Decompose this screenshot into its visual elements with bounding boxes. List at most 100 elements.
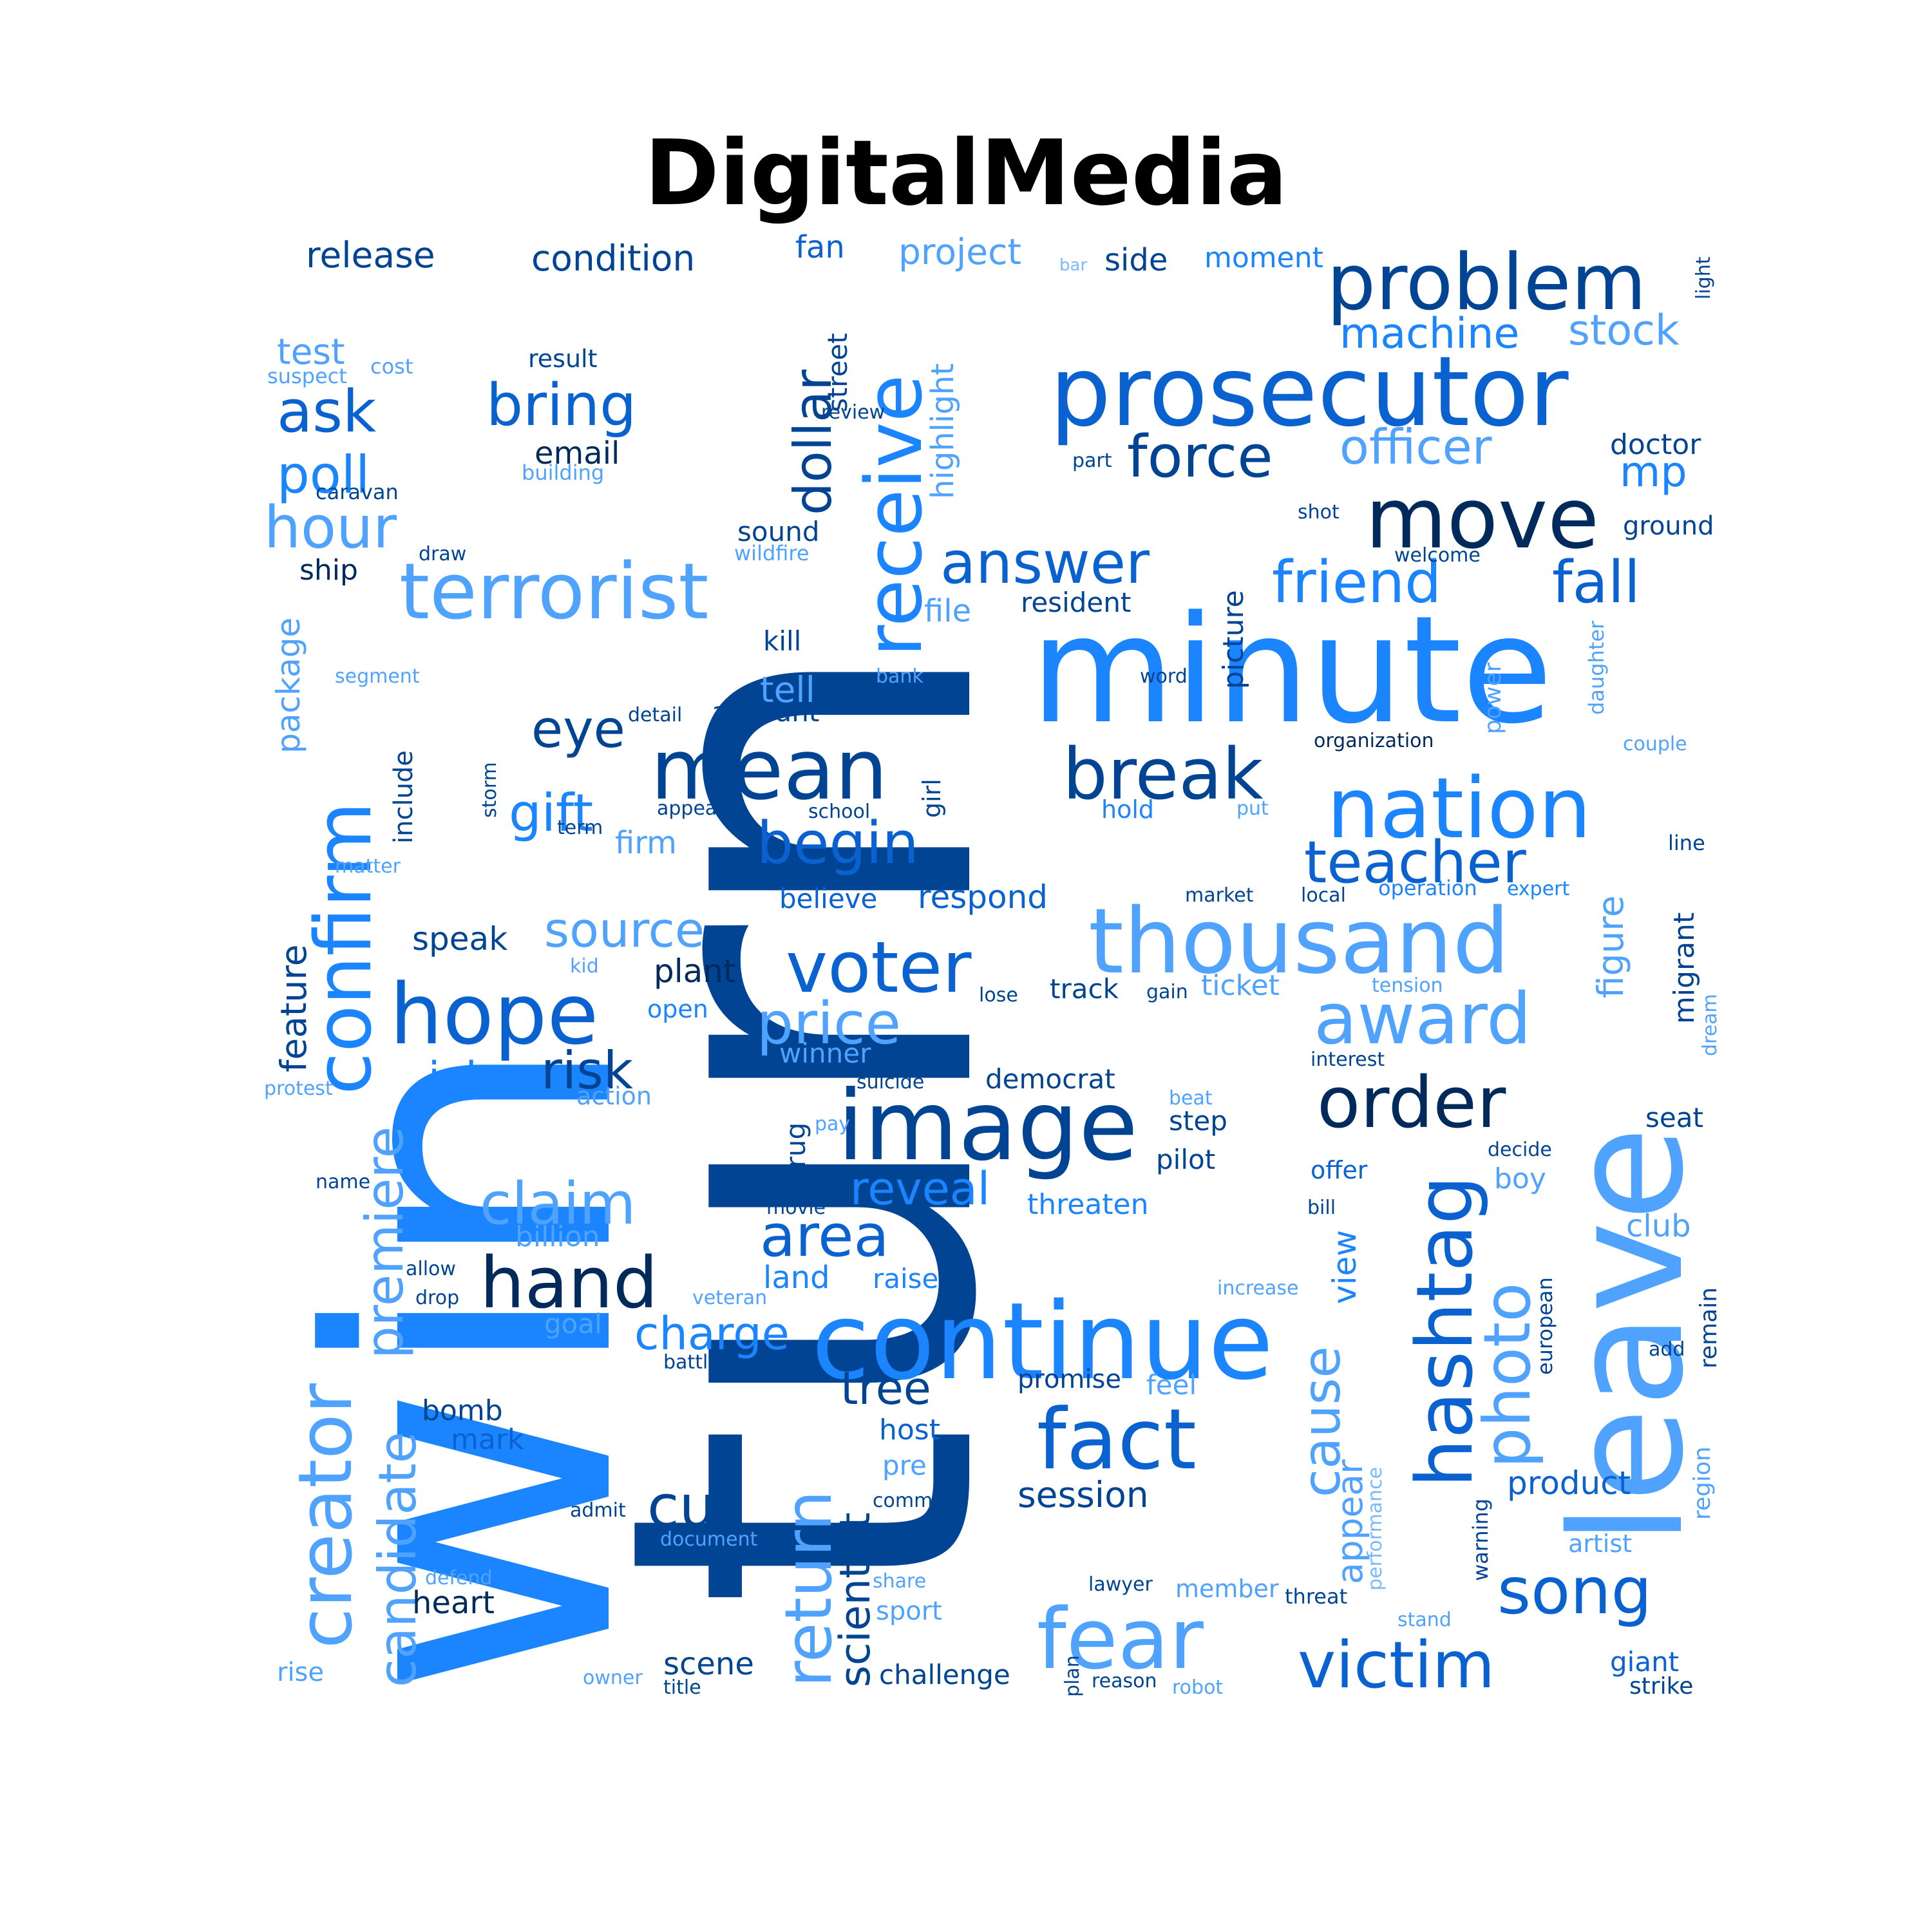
word-condition: condition <box>531 238 695 279</box>
word-kill: kill <box>763 625 801 657</box>
word-appear: appear <box>1329 1459 1370 1584</box>
word-title: title <box>663 1676 701 1699</box>
word-light: light <box>1692 256 1715 299</box>
word-minute: minute <box>1030 585 1553 757</box>
word-plan: plan <box>1061 1655 1084 1697</box>
word-cost: cost <box>370 354 413 379</box>
word-threaten: threaten <box>1027 1188 1149 1221</box>
word-speak: speak <box>412 920 507 958</box>
word-premiere: premiere <box>355 1126 415 1359</box>
word-heart: heart <box>412 1585 495 1621</box>
word-owner: owner <box>583 1667 643 1689</box>
word-segment: segment <box>335 665 420 688</box>
word-welcome: welcome <box>1394 544 1481 567</box>
word-girl: girl <box>918 779 946 818</box>
word-victim: victim <box>1298 1627 1495 1703</box>
word-line: line <box>1668 831 1705 855</box>
word-project: project <box>898 231 1021 272</box>
word-receive: receive <box>850 374 940 657</box>
word-product: product <box>1507 1464 1631 1502</box>
word-land: land <box>763 1260 830 1296</box>
word-cut: cut <box>647 1473 739 1540</box>
word-leave: leave <box>1537 1126 1718 1546</box>
word-challenge: challenge <box>879 1659 1010 1690</box>
word-reveal: reveal <box>850 1162 990 1215</box>
word-document: document <box>660 1528 758 1551</box>
word-host: host <box>879 1414 940 1446</box>
word-democrat: democrat <box>985 1063 1115 1095</box>
word-matter: matter <box>335 855 401 878</box>
word-kid: kid <box>570 955 599 978</box>
word-seem: seem <box>760 1354 813 1377</box>
word-eye: eye <box>531 699 625 759</box>
word-claim: claim <box>480 1170 636 1238</box>
word-step: step <box>1169 1105 1227 1137</box>
word-cause: cause <box>1292 1346 1352 1497</box>
word-friend: friend <box>1272 549 1441 616</box>
word-add: add <box>1649 1338 1685 1361</box>
word-promise: promise <box>1018 1365 1121 1394</box>
word-allow: allow <box>406 1258 456 1280</box>
word-suicide: suicide <box>857 1071 924 1094</box>
word-fact: fact <box>1037 1390 1197 1488</box>
word-candidate: candidate <box>368 1432 428 1687</box>
word-warning: warning <box>1468 1499 1493 1581</box>
word-remain: remain <box>1696 1287 1722 1368</box>
word-thousand: thousand <box>1088 889 1510 994</box>
word-european: european <box>1533 1277 1557 1375</box>
word-sound: sound <box>737 516 819 547</box>
word-market: market <box>1185 884 1254 907</box>
word-draw: draw <box>419 543 466 565</box>
word-award: award <box>1314 978 1531 1060</box>
word-file: file <box>924 593 971 629</box>
word-name: name <box>316 1171 370 1193</box>
word-caravan: caravan <box>316 480 399 504</box>
word-daughter: daughter <box>1584 620 1609 715</box>
word-song: song <box>1497 1553 1652 1629</box>
word-building: building <box>522 460 604 485</box>
word-view: view <box>1326 1230 1363 1304</box>
word-side: side <box>1104 242 1168 278</box>
word-session: session <box>1018 1474 1149 1515</box>
word-tension: tension <box>1372 974 1443 997</box>
word-defend: defend <box>425 1567 493 1589</box>
word-charge: charge <box>634 1307 790 1360</box>
word-hold: hold <box>1101 795 1154 824</box>
word-movie: movie <box>766 1197 826 1219</box>
word-admit: admit <box>570 1499 626 1522</box>
word-include: include <box>389 750 419 844</box>
word-dream: dream <box>1699 994 1721 1056</box>
word-machine: machine <box>1340 310 1519 358</box>
word-answer: answer <box>940 529 1150 597</box>
word-gift: gift <box>509 783 593 843</box>
word-sport: sport <box>876 1596 942 1626</box>
word-resident: resident <box>1021 587 1131 618</box>
word-prosecutor: prosecutor <box>1050 336 1569 448</box>
word-move: move <box>1365 469 1599 567</box>
word-school: school <box>808 800 870 823</box>
word-boy: boy <box>1494 1162 1546 1195</box>
word-tell: tell <box>760 669 815 710</box>
word-detail: detail <box>628 704 682 726</box>
word-turn: turn <box>527 632 1082 1610</box>
word-voter: voter <box>786 926 972 1009</box>
word-officer: officer <box>1340 419 1492 475</box>
word-ground: ground <box>1623 511 1714 541</box>
figure-title: DigitalMedia <box>644 121 1288 226</box>
word-billion: billion <box>515 1220 600 1253</box>
word-feel: feel <box>1146 1369 1197 1401</box>
word-tree: tree <box>840 1362 931 1415</box>
word-lawyer: lawyer <box>1088 1573 1153 1596</box>
word-track: track <box>1050 973 1119 1005</box>
word-stand: stand <box>1397 1609 1452 1631</box>
word-street: street <box>822 333 853 412</box>
word-drop: drop <box>415 1287 459 1309</box>
word-plant: plant <box>654 952 736 990</box>
word-performance: performance <box>1364 1467 1387 1591</box>
word-figure: figure <box>1590 895 1631 998</box>
word-reason: reason <box>1092 1670 1157 1692</box>
word-battle: battle <box>663 1351 720 1374</box>
word-begin: begin <box>757 810 919 877</box>
